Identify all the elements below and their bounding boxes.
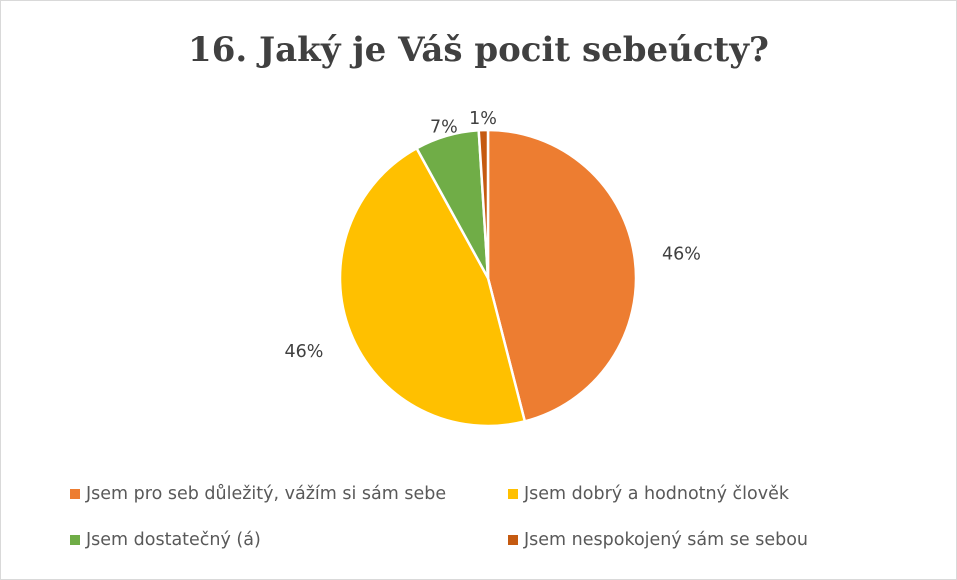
legend-swatch-3	[508, 535, 518, 545]
pie-slice-1	[338, 146, 527, 428]
legend-label-1: Jsem dobrý a hodnotný člověk	[524, 484, 790, 504]
legend-item-3: Jsem nespokojený sám se sebou	[508, 530, 808, 550]
pie-data-labels: 46% 46% 7% 1%	[284, 109, 700, 362]
legend-label-0: Jsem pro seb důležitý, vážím si sám sebe	[86, 484, 447, 504]
pie-slice-3	[477, 128, 490, 279]
legend-swatch-0	[70, 489, 80, 499]
data-label-3: 1%	[469, 109, 497, 129]
legend-item-2: Jsem dostatečný (á)	[70, 530, 261, 550]
chart-title: 16. Jaký je Váš pocit sebeúcty?	[188, 30, 769, 70]
data-label-0: 46%	[662, 245, 701, 265]
legend-label-2: Jsem dostatečný (á)	[86, 530, 261, 550]
legend-label-3: Jsem nespokojený sám se sebou	[524, 530, 808, 550]
data-label-2: 7%	[430, 117, 458, 137]
legend-swatch-2	[70, 535, 80, 545]
pie-slice-0	[486, 128, 638, 423]
legend-item-0: Jsem pro seb důležitý, vážím si sám sebe	[70, 484, 446, 504]
data-label-1: 46%	[284, 342, 323, 362]
legend-item-1: Jsem dobrý a hodnotný člověk	[508, 484, 789, 504]
pie-slices	[338, 128, 638, 428]
legend-swatch-1	[508, 489, 518, 499]
